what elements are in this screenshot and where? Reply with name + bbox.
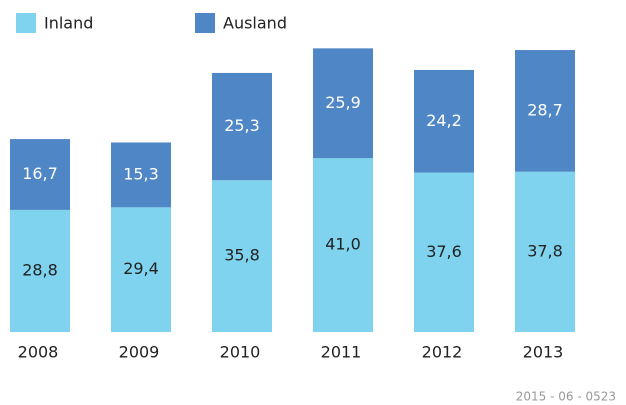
x-tick-label: 2013 <box>523 343 564 362</box>
data-label: 25,3 <box>224 116 260 135</box>
bar-segment <box>515 50 575 172</box>
data-label: 15,3 <box>123 164 159 183</box>
x-tick-label: 2012 <box>422 343 463 362</box>
legend-swatch <box>195 13 215 33</box>
data-label: 28,7 <box>527 100 563 119</box>
data-label: 35,8 <box>224 246 260 265</box>
data-label: 25,9 <box>325 93 361 112</box>
bar-segment <box>515 171 575 332</box>
bar-segment <box>414 172 474 332</box>
bar-segment <box>212 72 272 181</box>
bar-segment <box>313 48 373 159</box>
legend-label: Ausland <box>223 14 287 33</box>
data-label: 16,7 <box>22 164 58 183</box>
data-label: 24,2 <box>426 111 462 130</box>
data-label: 41,0 <box>325 235 361 254</box>
bar-segment <box>212 180 272 332</box>
x-tick-label: 2008 <box>18 343 59 362</box>
legend-label: Inland <box>44 14 93 33</box>
x-tick-label: 2011 <box>321 343 362 362</box>
data-label: 29,4 <box>123 259 159 278</box>
bar-segment <box>10 139 70 210</box>
x-tick-label: 2010 <box>220 343 261 362</box>
bar-segment <box>111 142 171 208</box>
source-note: 2015 - 06 - 0523 <box>516 390 616 404</box>
legend-swatch <box>16 13 36 33</box>
data-label: 37,8 <box>527 241 563 260</box>
bar-segment <box>111 207 171 332</box>
bar-segment <box>414 69 474 173</box>
bar-segment <box>10 209 70 332</box>
data-label: 37,6 <box>426 242 462 261</box>
x-tick-label: 2009 <box>119 343 160 362</box>
data-label: 28,8 <box>22 260 58 279</box>
bar-segment <box>313 158 373 332</box>
